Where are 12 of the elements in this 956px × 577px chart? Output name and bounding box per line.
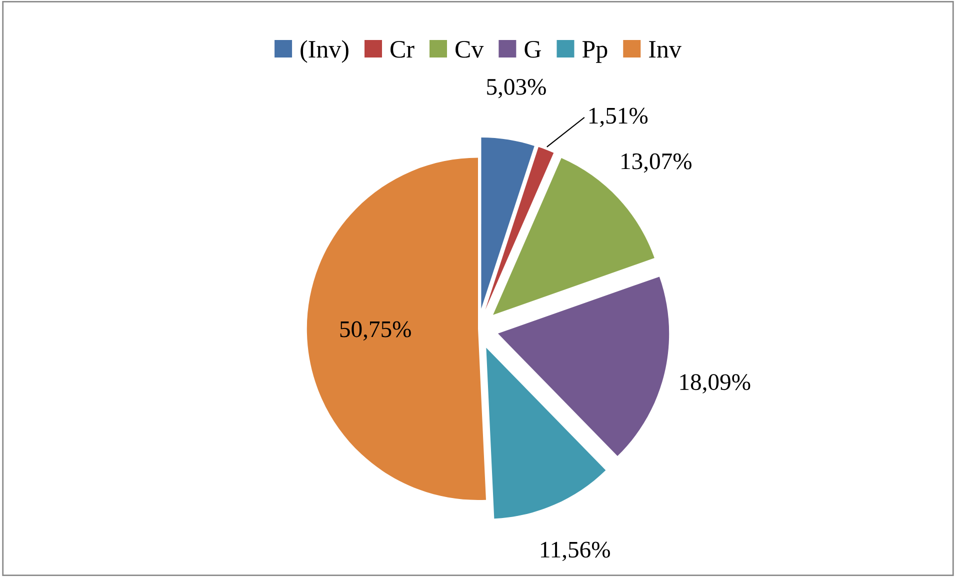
legend-label: Cr: [390, 40, 414, 58]
data-label: 1,51%: [589, 108, 648, 128]
legend-label: G: [524, 40, 541, 58]
legend-label: Inv: [649, 41, 682, 58]
legend-label: Cv: [456, 40, 484, 58]
data-label: 18,09%: [680, 374, 750, 394]
data-label: 5,03%: [487, 78, 546, 98]
data-label: 13,07%: [622, 153, 692, 173]
data-label: 50,75%: [340, 321, 411, 341]
legend-label: Pp: [582, 41, 608, 63]
data-label: 11,56%: [540, 542, 610, 562]
legend-label: (Inv): [300, 40, 348, 63]
